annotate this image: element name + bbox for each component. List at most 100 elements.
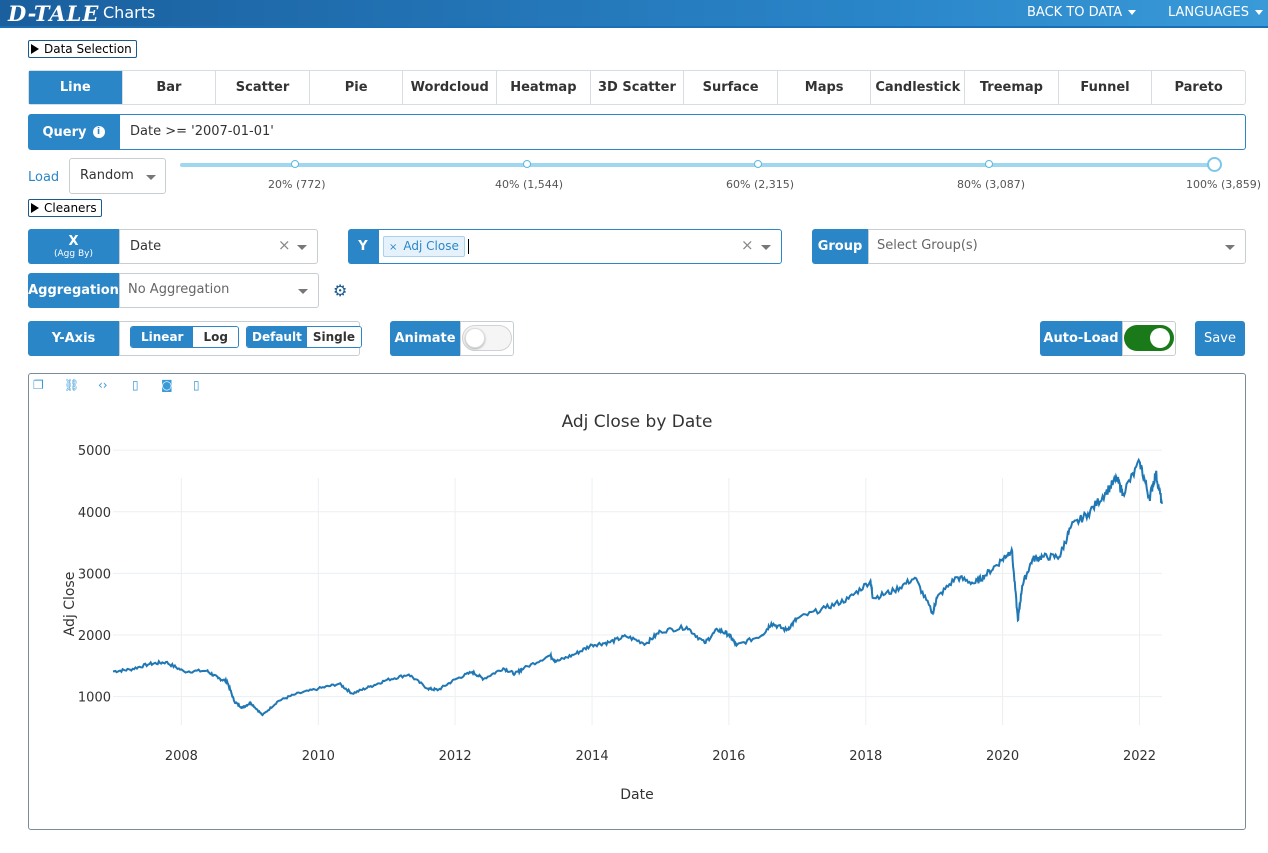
tab-maps[interactable]: Maps <box>778 71 872 104</box>
clear-icon[interactable]: × <box>278 236 291 254</box>
chevron-down-icon <box>1128 10 1137 15</box>
slider-tick[interactable] <box>523 160 531 168</box>
chevron-down-icon <box>297 245 307 250</box>
x-axis-title: Date <box>620 787 653 803</box>
toggle-knob <box>1150 328 1170 348</box>
gear-icon[interactable]: ⚙ <box>333 281 348 300</box>
csv-file-icon[interactable]: ▯ <box>193 378 200 392</box>
chevron-down-icon <box>761 245 771 250</box>
x-tick-label: 2022 <box>1123 749 1156 764</box>
caret-right-icon <box>31 203 39 213</box>
animate-toggle[interactable] <box>462 325 512 351</box>
x-label-text: X <box>68 234 79 249</box>
languages-menu[interactable]: LANGUAGES <box>1168 5 1263 20</box>
x-tick-label: 2020 <box>986 749 1019 764</box>
x-label: X (Agg By) <box>28 229 119 264</box>
load-mode-value: Random <box>80 168 134 183</box>
query-label: Query i <box>28 114 119 150</box>
auto-load-toggle[interactable] <box>1124 325 1174 351</box>
load-slider-track[interactable] <box>180 163 1220 167</box>
slider-label: 100% (3,859) <box>1186 178 1262 191</box>
tab-heatmap[interactable]: Heatmap <box>497 71 591 104</box>
chart-container <box>28 373 1246 830</box>
languages-label: LANGUAGES <box>1168 5 1249 20</box>
remove-tag-icon[interactable]: × <box>389 242 398 253</box>
auto-load-label: Auto-Load <box>1040 321 1122 356</box>
x-tick-label: 2010 <box>302 749 335 764</box>
export-file-icon[interactable]: ▯ <box>132 378 139 392</box>
y-axis-label: Y-Axis <box>28 321 119 356</box>
x-tick-label: 2012 <box>439 749 472 764</box>
tab-surface[interactable]: Surface <box>684 71 778 104</box>
link-icon[interactable]: ⛓ <box>64 378 80 392</box>
aggregation-placeholder: No Aggregation <box>128 282 230 297</box>
y-tag[interactable]: × Adj Close <box>383 236 465 257</box>
group-placeholder: Select Group(s) <box>877 238 978 253</box>
toggle-knob <box>465 328 485 348</box>
y-axis-title: Adj Close <box>62 572 78 637</box>
group-label: Group <box>812 229 868 264</box>
x-select[interactable]: Date × <box>119 229 318 264</box>
load-mode-select[interactable]: Random <box>69 158 166 194</box>
tab-scatter[interactable]: Scatter <box>216 71 310 104</box>
query-label-text: Query <box>42 124 87 140</box>
y-label: Y <box>348 229 378 264</box>
y-tick-label: 2000 <box>78 629 111 644</box>
tab-funnel[interactable]: Funnel <box>1059 71 1153 104</box>
code-icon[interactable]: ‹› <box>98 378 108 392</box>
slider-label: 20% (772) <box>268 178 326 191</box>
info-icon[interactable]: i <box>92 126 105 138</box>
y-axis-scale-toggle: Linear Log <box>130 326 239 348</box>
tab-pareto[interactable]: Pareto <box>1174 80 1223 95</box>
query-input[interactable]: Date >= '2007-01-01' <box>119 114 1246 150</box>
tab-line[interactable]: Line <box>29 71 123 104</box>
camera-icon[interactable]: ◙ <box>161 378 173 392</box>
chart-title: Adj Close by Date <box>562 412 713 432</box>
tab-3d-scatter[interactable]: 3D Scatter <box>591 71 685 104</box>
y-tick-label: 4000 <box>78 506 111 521</box>
caret-right-icon <box>31 44 39 54</box>
back-to-data-menu[interactable]: BACK TO DATA <box>1027 5 1137 20</box>
animate-label: Animate <box>390 321 460 356</box>
linear-button[interactable]: Linear <box>131 327 194 347</box>
slider-tick[interactable] <box>754 160 762 168</box>
x-tick-label: 2016 <box>712 749 745 764</box>
slider-tick[interactable] <box>291 160 299 168</box>
clear-icon[interactable]: × <box>741 236 754 254</box>
y-select[interactable]: × Adj Close × <box>378 229 782 264</box>
y-tag-label: Adj Close <box>403 239 459 253</box>
tab-candlestick[interactable]: Candlestick <box>871 71 966 104</box>
data-selection-toggle[interactable]: Data Selection <box>28 40 137 58</box>
tab-pie[interactable]: Pie <box>310 71 404 104</box>
slider-label: 40% (1,544) <box>495 178 564 191</box>
y-tick-label: 3000 <box>78 567 111 582</box>
default-button[interactable]: Default <box>247 327 307 347</box>
single-button[interactable]: Single <box>306 327 361 347</box>
x-select-value: Date <box>130 239 162 254</box>
aggregation-label: Aggregation <box>28 273 119 308</box>
load-slider-handle[interactable] <box>1207 157 1222 172</box>
slider-tick[interactable] <box>985 160 993 168</box>
cleaners-label: Cleaners <box>44 201 97 215</box>
tab-wordcloud[interactable]: Wordcloud <box>403 71 498 104</box>
data-selection-label: Data Selection <box>44 42 132 56</box>
cleaners-toggle[interactable]: Cleaners <box>28 199 102 217</box>
app-title: Charts <box>103 3 156 22</box>
slider-label: 80% (3,087) <box>957 178 1026 191</box>
group-select[interactable]: Select Group(s) <box>868 229 1246 264</box>
back-to-data-label: BACK TO DATA <box>1027 5 1123 20</box>
y-axis-mode-toggle: Default Single <box>246 326 362 348</box>
log-button[interactable]: Log <box>193 327 238 347</box>
slider-label: 60% (2,315) <box>726 178 795 191</box>
popup-icon[interactable]: ❐ <box>33 378 44 392</box>
chevron-down-icon <box>1225 245 1235 250</box>
tab-bar[interactable]: Bar <box>123 71 217 104</box>
save-button[interactable]: Save <box>1195 321 1245 356</box>
chevron-down-icon <box>298 289 308 294</box>
x-tick-label: 2008 <box>165 749 198 764</box>
load-label: Load <box>28 170 60 185</box>
tab-treemap[interactable]: Treemap <box>965 71 1059 104</box>
x-label-sublabel: (Agg By) <box>54 249 93 259</box>
aggregation-select[interactable]: No Aggregation <box>119 273 319 308</box>
y-tick-label: 1000 <box>78 691 111 706</box>
